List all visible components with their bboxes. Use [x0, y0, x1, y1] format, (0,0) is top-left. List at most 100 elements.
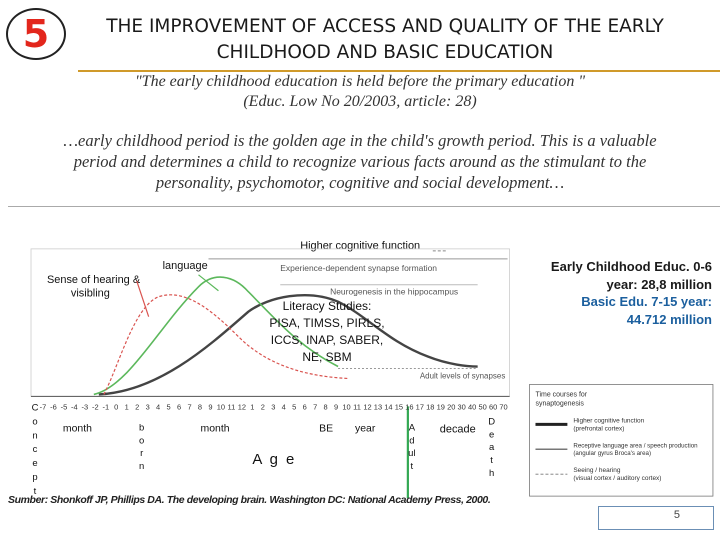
legend-item-1a: Higher cognitive function: [573, 417, 644, 424]
legend-item-3a: Seeing / hearing: [573, 467, 621, 474]
be-label: BE: [319, 423, 333, 434]
axis-tick-label: 7: [313, 402, 317, 411]
language-label: language: [163, 260, 208, 272]
axis-tick-label: -7: [40, 402, 47, 411]
adult-letters: Ad ul t: [408, 422, 416, 472]
axis-tick-label: 3: [271, 402, 275, 411]
axis-tick-label: 40: [468, 402, 476, 411]
axis-tick-label: 16: [405, 402, 413, 411]
stats-line-2: year: 28,8 million: [606, 276, 713, 292]
axis-tick-label: 11: [228, 402, 236, 411]
born-letter: b: [139, 422, 144, 433]
axis-tick-label: 7: [187, 402, 191, 411]
axis-tick-label: 8: [198, 402, 202, 411]
enrollment-stats: Early Childhood Educ. 0-6 year: 28,8 mil…: [502, 258, 712, 328]
literacy-line-2: PISA, TIMSS, PIRLS,: [269, 316, 385, 330]
slide-number-badge: 5: [6, 8, 66, 60]
axis-tick-label: 12: [363, 402, 371, 411]
quote-line-2: (Educ. Low No 20/2003, article: 28): [243, 93, 477, 110]
axis-tick-label: 19: [437, 402, 445, 411]
higher-cognitive-label: Higher cognitive function: [300, 240, 420, 252]
legend-item-2b: (angular gyrus Broca's area): [573, 450, 651, 457]
conception-letter: c: [33, 444, 38, 455]
born-letter: n: [139, 461, 144, 472]
year-label: year: [355, 423, 376, 434]
para-line-1: …early childhood period is the golden ag…: [63, 131, 657, 150]
adult-letter: t: [411, 461, 414, 472]
axis-tick-label: 6: [177, 402, 181, 411]
decade-label: decade: [440, 423, 476, 435]
golden-age-paragraph: …early childhood period is the golden ag…: [10, 130, 710, 193]
legend-title-1: Time courses for: [535, 391, 587, 398]
literacy-studies: Literacy Studies: PISA, TIMSS, PIRLS, IC…: [252, 298, 402, 366]
quote-line-1: "The early childhood education is held b…: [134, 73, 586, 90]
month-label-2: month: [200, 423, 229, 434]
para-line-2: period and determines a child to recogni…: [73, 152, 647, 171]
sense-arrow: [136, 280, 150, 317]
born-letter: r: [140, 448, 143, 459]
death-letter: e: [489, 429, 494, 440]
legend-item-3b: (visual cortex / auditory cortex): [573, 475, 661, 482]
synaptogenesis-figure: Higher cognitive function language Sense…: [8, 206, 720, 536]
axis-tick-label: 2: [261, 402, 265, 411]
axis-tick-label: 5: [167, 402, 171, 411]
adult-letter: A: [409, 422, 416, 433]
conception-letter: C: [32, 402, 39, 413]
literacy-line-3: ICCS, INAP, SABER,: [270, 333, 384, 347]
footer-box: [598, 506, 714, 530]
conception-letter: n: [32, 430, 37, 441]
para-line-3: personality, psychomotor, cognitive and …: [155, 173, 565, 192]
synapse-formation-label: Experience-dependent synapse formation: [280, 263, 437, 273]
axis-tick-label: 0: [114, 402, 118, 411]
legend-box: [529, 384, 714, 497]
axis-tick-label: 60: [489, 402, 497, 411]
literacy-line-1: Literacy Studies:: [282, 299, 372, 313]
axis-tick-label: 9: [208, 402, 212, 411]
source-citation: Sumber: Shonkoff JP, Phillips DA. The de…: [8, 494, 491, 506]
death-letter: t: [490, 455, 493, 466]
slide-title: THE IMPROVEMENT OF ACCESS AND QUALITY OF…: [80, 14, 690, 66]
axis-tick-label: -1: [102, 402, 109, 411]
axis-tick-label: 15: [395, 402, 403, 411]
axis-tick-label: 20: [447, 402, 455, 411]
axis-tick-label: 5: [292, 402, 296, 411]
axis-tick-label: 10: [217, 402, 225, 411]
axis-tick-label: 70: [499, 402, 507, 411]
stats-line-3: Basic Edu. 7-15 year:: [581, 294, 712, 309]
death-letter: h: [489, 468, 494, 479]
axis-tick-label: 18: [426, 402, 434, 411]
legend-item-1b: (prefrontal cortex): [573, 425, 624, 432]
axis-tick-label: 13: [374, 402, 382, 411]
axis-tick-label: -2: [92, 402, 99, 411]
axis-tick-label: 14: [384, 402, 392, 411]
page-number: 5: [673, 509, 680, 521]
axis-tick-label: -6: [50, 402, 57, 411]
axis-tick-label: 30: [458, 402, 466, 411]
adult-letter: d: [409, 435, 414, 446]
death-letter: D: [488, 416, 495, 427]
neurogenesis-label: Neurogenesis in the hippocampus: [330, 287, 458, 297]
axis-tick-label: 12: [238, 402, 246, 411]
axis-ticks: -7 -6 -5 -4 -3 -2 -1 0 1 2 3 4 5 6 7 8 9 10 11 12 1 2 3 4 5 6 7 8 9 1…: [40, 402, 508, 411]
sensory-curve: [103, 294, 349, 395]
title-rule: [78, 70, 720, 72]
language-arrow: [198, 274, 219, 292]
axis-tick-label: 10: [342, 402, 350, 411]
age-label: A g e: [252, 451, 296, 468]
slide-number: 5: [22, 12, 50, 56]
axis-tick-label: 3: [146, 402, 150, 411]
literacy-line-4: NE, SBM: [302, 350, 352, 364]
title-line-1: THE IMPROVEMENT OF ACCESS AND QUALITY OF…: [106, 16, 664, 37]
legend-item-2a: Receptive language area / speech product…: [573, 442, 698, 449]
higher-cognitive-curve: [98, 294, 478, 396]
born-letter: o: [139, 435, 144, 446]
axis-tick-label: 2: [135, 402, 139, 411]
axis-tick-label: 50: [478, 402, 486, 411]
axis-tick-label: 1: [250, 402, 254, 411]
month-label-1: month: [63, 423, 92, 434]
axis-tick-label: -5: [61, 402, 68, 411]
axis-tick-label: 1: [125, 402, 129, 411]
title-line-2: CHILDHOOD AND BASIC EDUCATION: [216, 42, 554, 63]
